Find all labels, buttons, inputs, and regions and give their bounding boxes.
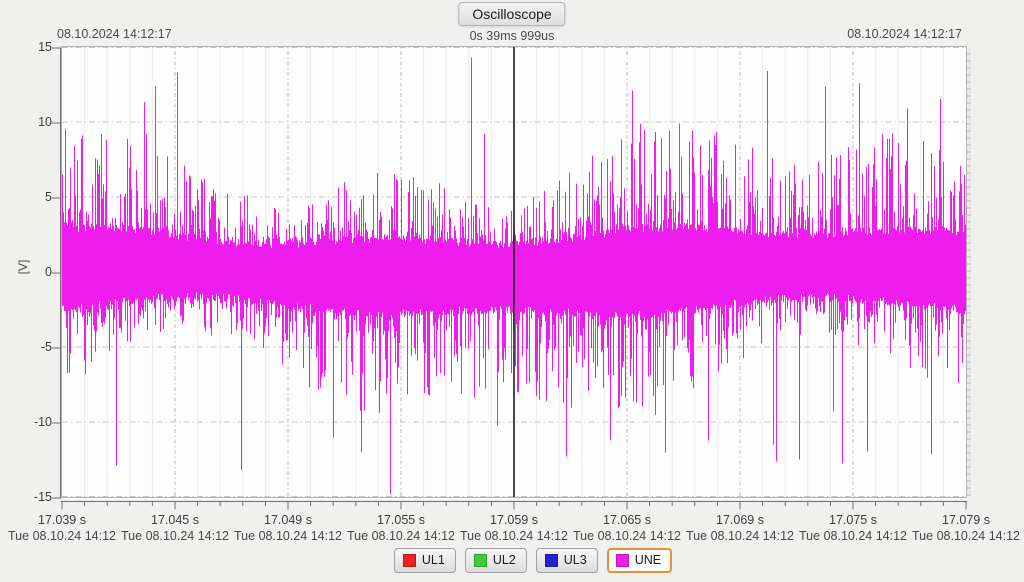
y-tick-label: -5 [40, 340, 52, 354]
x-tick-label: 17.059 s Tue 08.10.24 14:12 [439, 512, 589, 544]
header-bar: Oscilloscope [0, 0, 1024, 44]
legend-item-ul1[interactable]: UL1 [393, 547, 456, 573]
x-tick-time: 17.075 s [829, 513, 877, 527]
waveform-canvas [62, 47, 966, 497]
y-tick-label: 0 [45, 265, 52, 279]
x-tick-time: 17.065 s [603, 513, 651, 527]
legend-label: UL1 [421, 553, 445, 567]
x-tick-date: Tue 08.10.24 14:12 [573, 529, 681, 543]
x-tick-time: 17.045 s [151, 513, 199, 527]
x-tick-time: 17.059 s [490, 513, 538, 527]
x-tick-date: Tue 08.10.24 14:12 [347, 529, 455, 543]
x-tick-date: Tue 08.10.24 14:12 [460, 529, 568, 543]
x-tick-date: Tue 08.10.24 14:12 [234, 529, 342, 543]
legend-color-swatch [615, 553, 629, 567]
legend-label: UL3 [563, 553, 587, 567]
y-tick-label: 5 [45, 190, 52, 204]
legend-color-swatch [473, 553, 487, 567]
legend-color-swatch [544, 553, 558, 567]
x-axis [61, 501, 967, 510]
x-tick-label: 17.049 s Tue 08.10.24 14:12 [213, 512, 363, 544]
x-tick-label: 17.045 s Tue 08.10.24 14:12 [100, 512, 250, 544]
x-tick-date: Tue 08.10.24 14:12 [799, 529, 907, 543]
y-tick-label: 15 [38, 40, 52, 54]
x-tick-time: 17.039 s [38, 513, 86, 527]
legend-label: UNE [634, 553, 662, 567]
legend-item-une[interactable]: UNE [606, 547, 673, 573]
x-tick-time: 17.069 s [716, 513, 764, 527]
oscilloscope-title-button[interactable]: Oscilloscope [458, 2, 566, 26]
legend-item-ul2[interactable]: UL2 [464, 547, 527, 573]
x-tick-time: 17.055 s [377, 513, 425, 527]
legend-item-ul3[interactable]: UL3 [535, 547, 598, 573]
x-tick-label: 17.065 s Tue 08.10.24 14:12 [552, 512, 702, 544]
cursor-time-readout: 0s 39ms 999us [469, 29, 555, 43]
x-tick-date: Tue 08.10.24 14:12 [912, 529, 1020, 543]
timestamp-right: 08.10.2024 14:12:17 [847, 27, 962, 41]
plot-right-tick-strip [967, 48, 971, 496]
x-tick-label: 17.069 s Tue 08.10.24 14:12 [665, 512, 815, 544]
x-tick-label: 17.055 s Tue 08.10.24 14:12 [326, 512, 476, 544]
timestamp-left: 08.10.2024 14:12:17 [57, 27, 172, 41]
x-tick-label: 17.079 s Tue 08.10.24 14:12 [891, 512, 1024, 544]
x-tick-time: 17.079 s [942, 513, 990, 527]
x-tick-date: Tue 08.10.24 14:12 [121, 529, 229, 543]
waveform-une [62, 57, 966, 494]
x-tick-label: 17.075 s Tue 08.10.24 14:12 [778, 512, 928, 544]
x-tick-date: Tue 08.10.24 14:12 [8, 529, 116, 543]
legend-label: UL2 [492, 553, 516, 567]
legend: UL1 UL2 UL3 UNE [21, 546, 1024, 574]
legend-color-swatch [402, 553, 416, 567]
y-tick-label: -10 [33, 415, 52, 429]
x-tick-time: 17.049 s [264, 513, 312, 527]
y-tick-label: -15 [33, 490, 52, 504]
x-tick-date: Tue 08.10.24 14:12 [686, 529, 794, 543]
y-tick-label: 10 [38, 115, 52, 129]
plot-area[interactable] [61, 46, 967, 498]
x-tick-label: 17.039 s Tue 08.10.24 14:12 [0, 512, 137, 544]
